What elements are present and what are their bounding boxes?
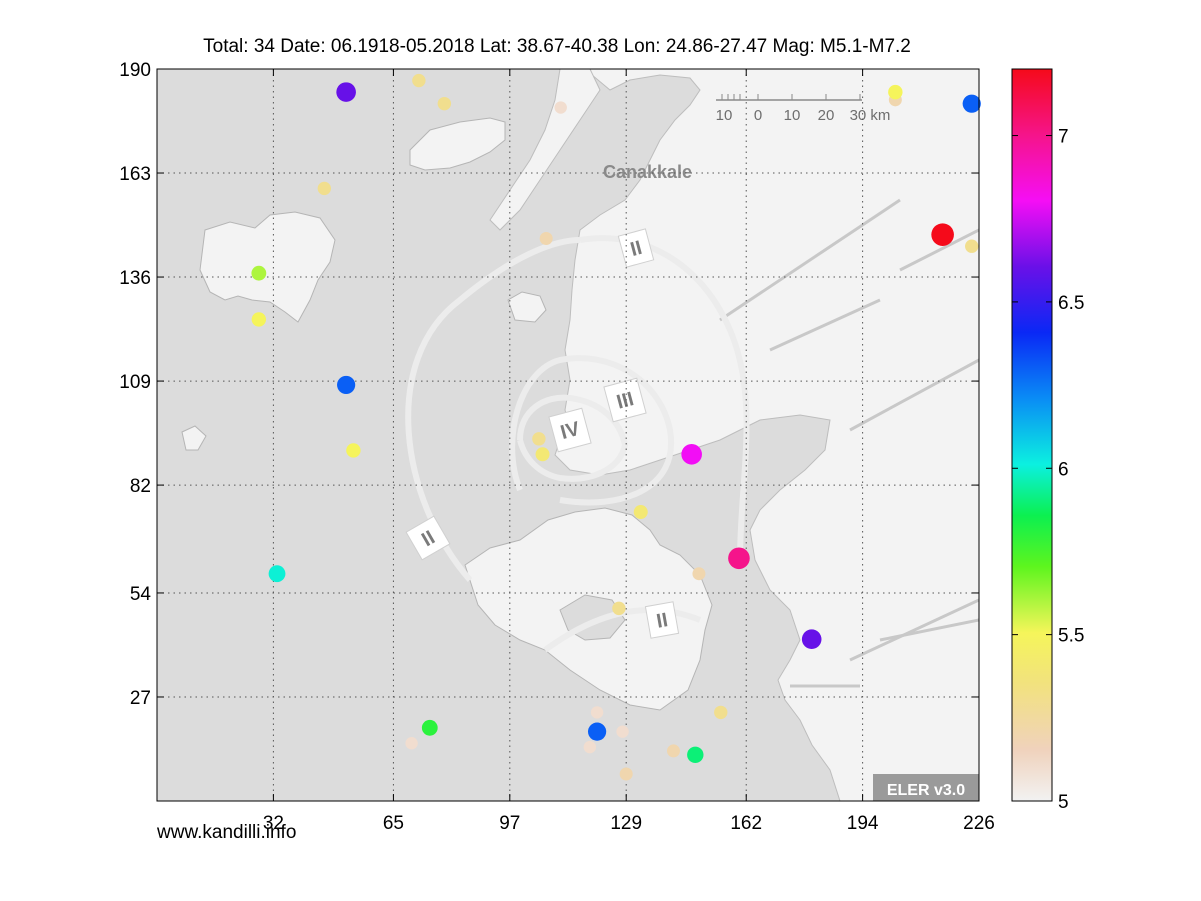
x-axis: 32 65 97 129 162 194 226	[263, 69, 995, 834]
gallipoli	[489, 69, 601, 231]
zone-marker: II	[644, 601, 680, 639]
earthquake-point	[681, 443, 702, 465]
terrain-lines	[719, 198, 979, 688]
earthquake-point	[251, 265, 267, 281]
earthquake-point	[692, 567, 706, 581]
lemnos-island	[199, 211, 336, 323]
y-tick-label: 27	[130, 688, 151, 709]
earthquake-point	[405, 737, 418, 750]
eler-badge-text: ELER v3.0	[887, 782, 965, 799]
x-tick-label: 97	[499, 813, 520, 834]
zone-marker: II	[617, 228, 655, 268]
earthquake-point	[337, 375, 356, 395]
y-tick-label: 136	[119, 268, 151, 289]
x-tick-label: 65	[383, 813, 404, 834]
earthquake-point	[583, 740, 597, 754]
earthquake-point	[619, 767, 633, 781]
x-tick-label: 194	[847, 813, 879, 834]
watermark: www.kandilli.info	[156, 822, 296, 843]
y-axis: 190 163 136 109 82 54 27	[119, 60, 979, 709]
colorbar-tick-label: 6	[1058, 459, 1069, 480]
earthquake-point	[317, 181, 332, 196]
earthquake-point	[965, 239, 979, 253]
x-tick-label: 32	[263, 813, 284, 834]
x-tick-label: 129	[610, 813, 642, 834]
earthquake-point	[616, 725, 629, 738]
colorbar-tick-label: 6.5	[1058, 293, 1084, 314]
earthquake-point	[612, 601, 626, 616]
earthquake-point	[714, 705, 728, 720]
scale-label: 20	[818, 107, 835, 124]
scale-bar: 10 0 10 20 30 km	[716, 94, 891, 124]
earthquake-point	[539, 232, 553, 246]
earthquake-point	[666, 744, 680, 758]
x-tick-label: 162	[730, 813, 762, 834]
y-tick-label: 163	[119, 164, 151, 185]
earthquake-point	[336, 82, 356, 102]
islet	[181, 425, 207, 451]
earthquake-point	[633, 505, 648, 520]
zone-marker: II	[405, 515, 451, 561]
eler-badge: ELER v3.0	[873, 774, 979, 801]
imbros-island	[409, 117, 506, 171]
plot-frame	[156, 68, 980, 802]
zone-label-group: II III IV II II	[405, 228, 680, 639]
earthquake-point	[728, 547, 750, 570]
scale-label: 10	[716, 107, 733, 124]
colorbar-tick-label: 7	[1058, 127, 1069, 148]
earthquake-point	[437, 96, 452, 111]
earthquake-point	[931, 223, 954, 246]
chart-title: Total: 34 Date: 06.1918-05.2018 Lat: 38.…	[203, 36, 911, 57]
city-label: Canakkale	[603, 162, 692, 182]
earthquake-point	[554, 101, 567, 114]
earthquake-point	[268, 565, 286, 583]
zone-marker: IV	[548, 407, 592, 453]
scale-label: 10	[784, 107, 801, 124]
zone-marker: III	[603, 377, 647, 423]
colorbar	[1011, 68, 1053, 802]
earthquake-point	[421, 719, 438, 736]
colorbar-tick-label: 5.5	[1058, 626, 1084, 647]
colorbar-ticks: 7 6.5 6 5.5 5	[1012, 127, 1084, 813]
scale-label: 0	[754, 107, 762, 124]
map-layer: II III IV II II Canakkale	[157, 69, 979, 801]
y-tick-label: 82	[130, 476, 151, 497]
earthquake-point	[962, 94, 981, 113]
y-tick-label: 109	[119, 372, 151, 393]
earthquake-point	[687, 746, 704, 763]
y-tick-label: 190	[119, 60, 151, 81]
zone-label: II	[628, 237, 644, 261]
earthquake-point	[251, 312, 267, 327]
colorbar-tick-label: 5	[1058, 792, 1069, 813]
x-tick-label: 226	[963, 813, 995, 834]
earthquake-point	[590, 706, 604, 719]
earthquake-point	[532, 432, 546, 446]
scale-label: 30 km	[850, 107, 891, 124]
zone-label: II	[655, 609, 670, 633]
earthquake-point	[888, 84, 903, 100]
y-tick-label: 54	[130, 584, 152, 605]
zone-label: III	[614, 388, 636, 414]
earthquake-point	[412, 73, 426, 88]
earthquake-points	[251, 73, 981, 781]
tenedos-island	[507, 291, 547, 323]
earthquake-point	[346, 443, 361, 458]
earthquake-point	[535, 447, 550, 462]
earthquake-point	[801, 629, 822, 649]
earthquake-point	[587, 722, 607, 741]
